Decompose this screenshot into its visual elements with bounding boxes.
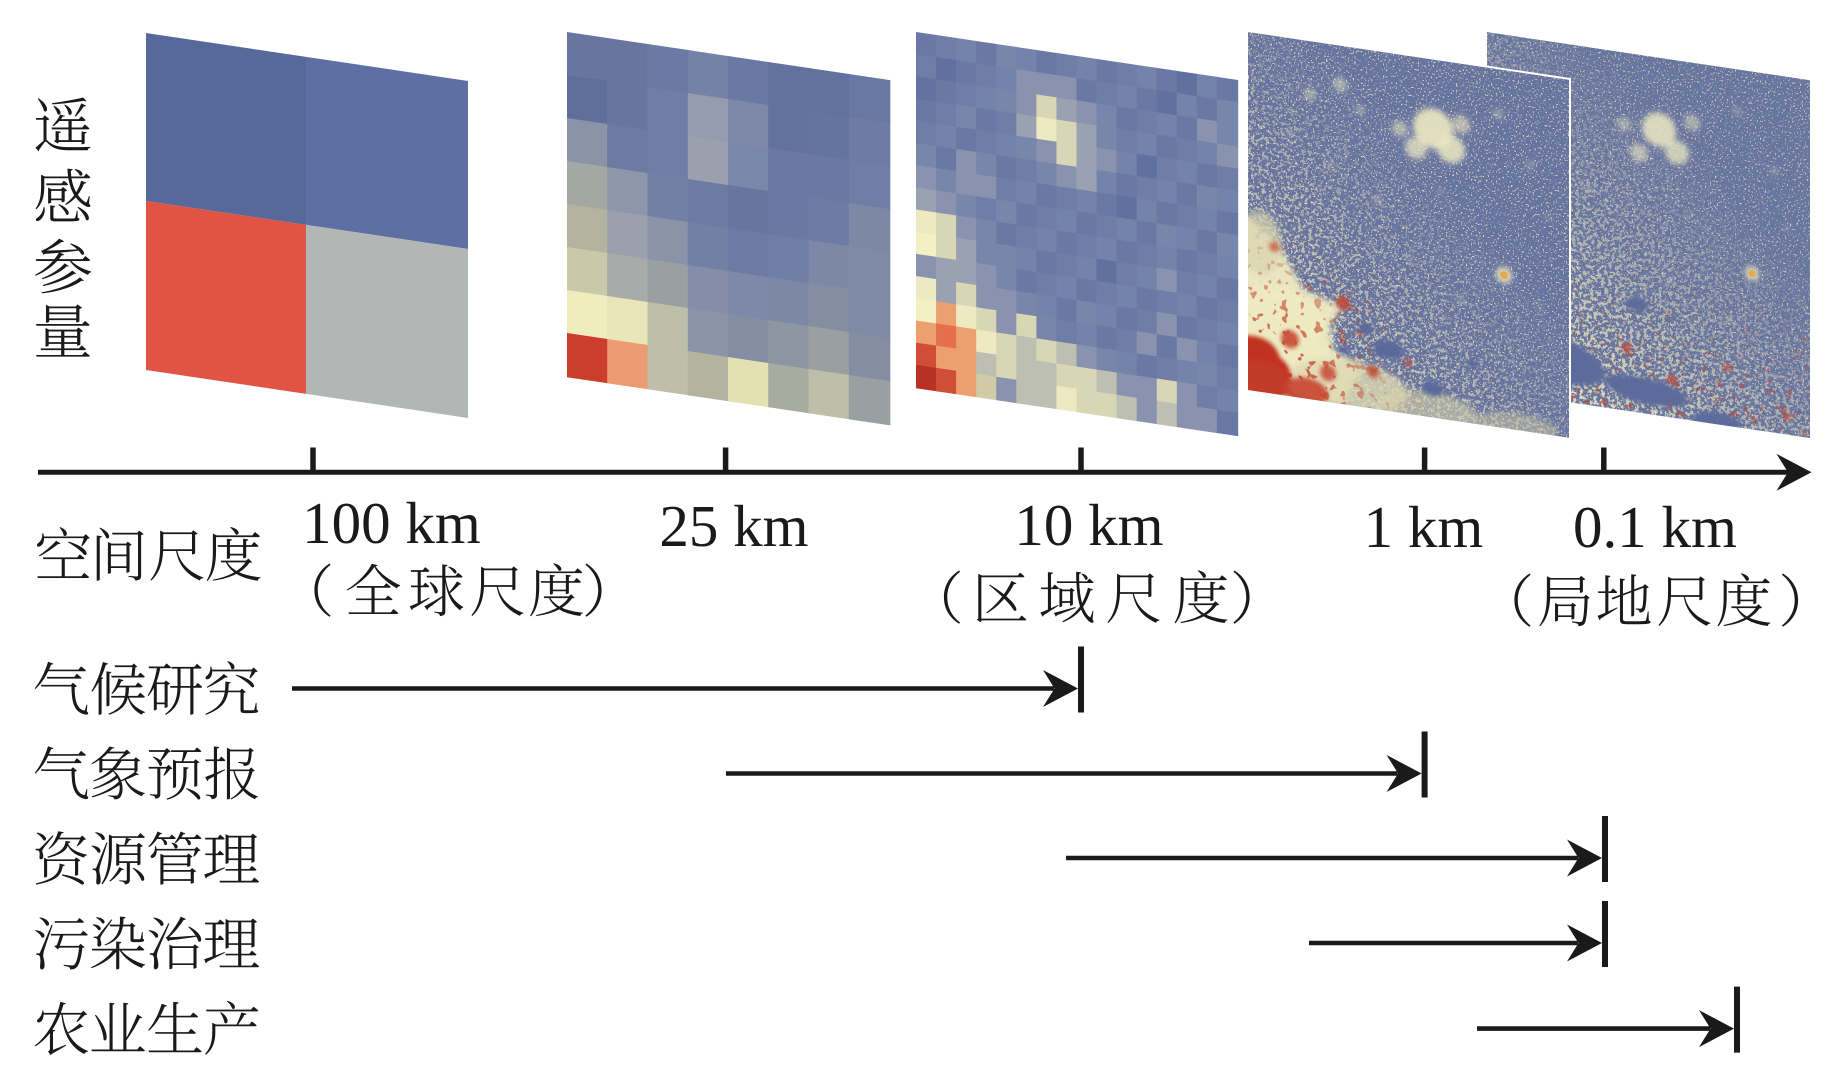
svg-text:10 km: 10 km [1014, 492, 1163, 558]
svg-text:1 km: 1 km [1364, 494, 1484, 560]
svg-text:25 km: 25 km [659, 493, 808, 559]
svg-text:100 km: 100 km [302, 490, 481, 556]
svg-text:0.1 km: 0.1 km [1573, 494, 1737, 560]
